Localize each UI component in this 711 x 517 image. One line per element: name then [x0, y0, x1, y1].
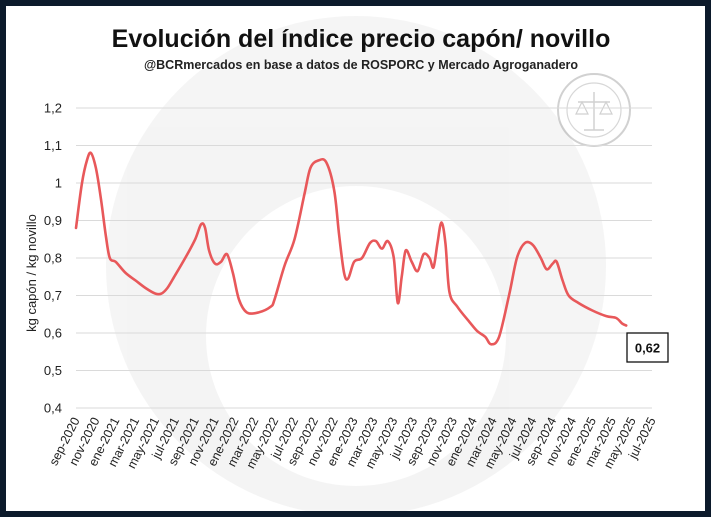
y-tick-label: 1	[55, 176, 62, 191]
y-tick-label: 1,2	[44, 101, 62, 116]
y-tick-label: 0,9	[44, 213, 62, 228]
y-axis-label: kg capón / kg novillo	[24, 214, 39, 332]
y-tick-label: 0,4	[44, 401, 62, 416]
institution-seal-logo	[557, 73, 631, 147]
chart-frame: Evolución del índice precio capón/ novil…	[6, 6, 705, 511]
last-value-callout: 0,62	[626, 332, 669, 363]
y-tick-label: 0,7	[44, 288, 62, 303]
chart-subtitle: @BCRmercados en base a datos de ROSPORC …	[144, 58, 578, 72]
series-layer	[74, 151, 628, 346]
last-value-label: 0,62	[635, 341, 660, 356]
line-chart: Evolución del índice precio capón/ novil…	[24, 16, 669, 511]
y-tick-label: 0,8	[44, 251, 62, 266]
chart-title: Evolución del índice precio capón/ novil…	[112, 25, 611, 53]
y-axis-ticks: 0,4 0,5 0,6 0,7 0,8 0,9 1 1,1 1,2	[44, 101, 62, 416]
y-tick-label: 0,5	[44, 363, 62, 378]
y-tick-label: 1,1	[44, 138, 62, 153]
y-tick-label: 0,6	[44, 326, 62, 341]
gridlines	[76, 107, 652, 409]
series-line-0	[74, 151, 628, 346]
